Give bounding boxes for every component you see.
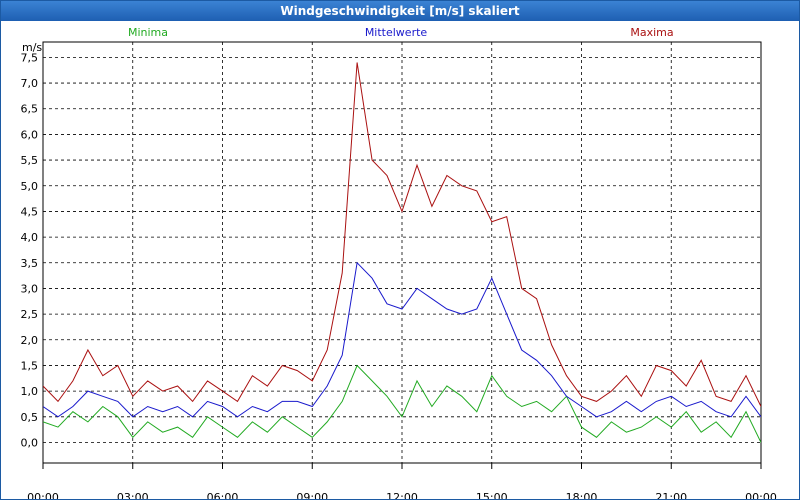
x-tick-time: 03:00 bbox=[117, 491, 149, 499]
x-tick-time: 06:00 bbox=[207, 491, 239, 499]
series-line-mittelwerte bbox=[43, 261, 761, 418]
y-tick-label: 0,0 bbox=[21, 436, 39, 449]
y-tick-label: 3,0 bbox=[21, 282, 39, 295]
y-tick-label: 4,0 bbox=[21, 231, 39, 244]
y-tick-label: 0,5 bbox=[21, 411, 39, 424]
legend-maxima: Maxima bbox=[630, 26, 673, 39]
wind-speed-chart: 0,0 0,5 1,0 1,5 2,0 2,5 3,0 3,5 4,0 4,5 5,0 5,5 6,0 6… bbox=[21, 26, 777, 499]
y-tick-label: 1,5 bbox=[21, 359, 39, 372]
y-tick-label: 5,5 bbox=[21, 154, 39, 167]
x-tick-time: 12:00 bbox=[386, 491, 418, 499]
window-title: Windgeschwindigkeit [m/s] skaliert bbox=[1, 1, 799, 21]
y-tick-label: 5,0 bbox=[21, 180, 39, 193]
legend-mittelwerte: Mittelwerte bbox=[365, 26, 428, 39]
y-tick-label: 1,0 bbox=[21, 385, 39, 398]
x-tick-time: 15:00 bbox=[476, 491, 508, 499]
y-tick-label: 2,0 bbox=[21, 334, 39, 347]
series-line-minima bbox=[43, 364, 761, 443]
y-tick-label: 6,5 bbox=[21, 103, 39, 116]
y-tick-label: 4,5 bbox=[21, 205, 39, 218]
y-tick-label: 7,0 bbox=[21, 77, 39, 90]
legend-minima: Minima bbox=[128, 26, 168, 39]
x-tick-time: 21:00 bbox=[655, 491, 687, 499]
x-tick-time: 00:00 bbox=[745, 491, 777, 499]
series-line-maxima bbox=[43, 62, 761, 407]
y-tick-label: 6,0 bbox=[21, 128, 39, 141]
x-tick-time: 09:00 bbox=[296, 491, 328, 499]
x-tick-time: 18:00 bbox=[566, 491, 598, 499]
y-tick-label: 2,5 bbox=[21, 308, 39, 321]
y-tick-label: 7,5 bbox=[21, 51, 39, 64]
y-axis-label: m/s bbox=[22, 41, 42, 54]
y-tick-label: 3,5 bbox=[21, 257, 39, 270]
x-tick-time: 00:00 bbox=[27, 491, 59, 499]
